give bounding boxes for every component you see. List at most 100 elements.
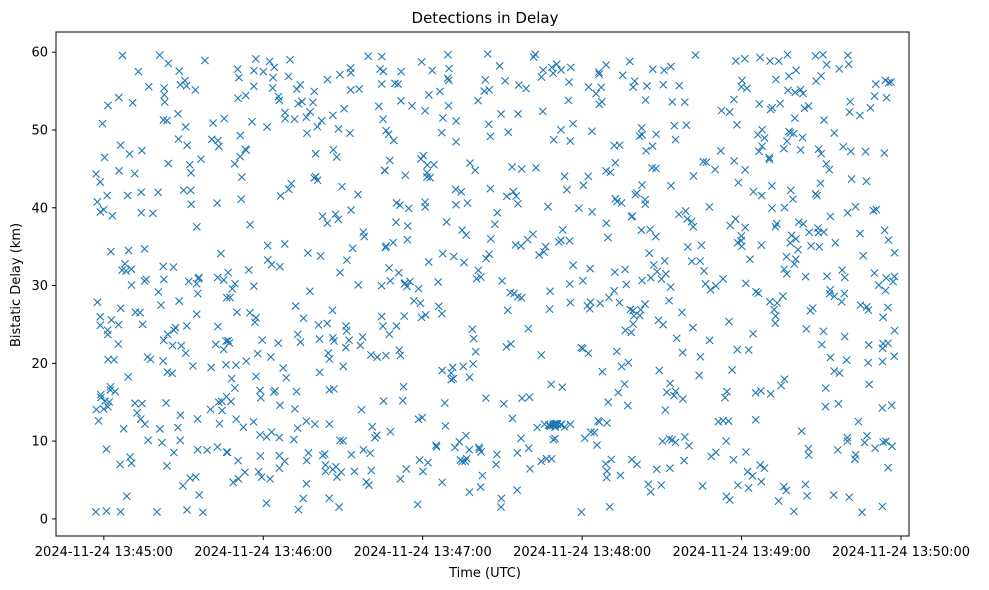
data-point <box>627 328 636 337</box>
data-point <box>143 353 152 362</box>
data-point <box>315 335 324 344</box>
data-point <box>859 251 868 260</box>
data-point <box>845 493 854 502</box>
data-point <box>812 77 821 86</box>
data-point <box>549 135 558 144</box>
data-point <box>234 456 243 465</box>
data-point <box>96 177 105 186</box>
data-point <box>332 152 341 161</box>
data-point <box>382 126 391 135</box>
data-point <box>160 90 169 99</box>
data-point <box>797 427 806 436</box>
data-point <box>890 326 899 335</box>
data-point <box>741 165 750 174</box>
data-point <box>879 313 888 322</box>
data-point <box>367 466 376 475</box>
data-point <box>154 287 163 296</box>
data-point <box>417 57 426 66</box>
data-point <box>103 191 112 200</box>
data-point <box>586 264 595 273</box>
data-point <box>329 145 338 154</box>
data-point <box>323 319 332 328</box>
data-point <box>881 437 890 446</box>
data-point <box>595 70 604 79</box>
data-point <box>782 486 791 495</box>
data-point <box>884 463 893 472</box>
data-point <box>455 437 464 446</box>
data-point <box>364 481 373 490</box>
data-point <box>107 316 116 325</box>
data-point <box>771 75 780 84</box>
data-point <box>357 405 366 414</box>
data-point <box>791 88 800 97</box>
data-point <box>863 431 871 440</box>
data-point <box>668 97 677 106</box>
data-point <box>865 380 874 389</box>
data-point <box>648 163 657 172</box>
data-point <box>155 51 164 60</box>
data-point <box>522 84 531 93</box>
data-point <box>517 434 525 443</box>
data-point <box>659 80 668 89</box>
data-point <box>381 243 390 252</box>
data-point <box>346 68 355 77</box>
data-point <box>293 424 302 433</box>
data-point <box>131 308 140 317</box>
data-point <box>760 464 769 473</box>
data-point <box>871 444 880 453</box>
data-point <box>602 473 611 482</box>
data-point <box>657 275 666 284</box>
data-point <box>206 405 215 414</box>
data-point <box>93 197 102 206</box>
data-point <box>96 312 105 321</box>
x-tick-label: 2024-11-24 13:46:00 <box>194 545 332 560</box>
data-point <box>310 87 319 96</box>
data-point <box>556 125 565 134</box>
data-point <box>231 361 240 370</box>
data-point <box>377 80 386 88</box>
data-point <box>610 286 619 295</box>
data-point <box>438 478 447 487</box>
data-point <box>782 269 791 278</box>
data-point <box>293 330 302 339</box>
data-point <box>691 51 700 60</box>
data-point <box>402 465 411 474</box>
data-point <box>423 458 432 467</box>
data-point <box>680 456 689 465</box>
data-point <box>458 226 467 235</box>
data-point <box>175 297 184 306</box>
data-point <box>689 222 698 231</box>
data-point <box>223 448 232 457</box>
data-point <box>864 306 873 315</box>
data-point <box>176 436 185 445</box>
data-point <box>435 87 444 96</box>
data-point <box>179 186 188 195</box>
data-point <box>869 206 878 215</box>
data-point <box>780 265 789 274</box>
data-point <box>269 73 278 82</box>
data-point <box>680 433 689 441</box>
data-point <box>513 486 522 495</box>
data-point <box>742 447 750 456</box>
data-point <box>254 467 263 476</box>
data-point <box>275 464 284 473</box>
data-point <box>461 431 470 440</box>
data-point <box>462 230 471 239</box>
data-point <box>169 448 178 457</box>
data-point <box>328 306 337 315</box>
data-point <box>364 52 373 61</box>
data-point <box>456 456 465 465</box>
data-point <box>321 461 330 470</box>
plot-frame <box>55 31 910 537</box>
data-point <box>627 455 636 464</box>
data-point <box>878 404 887 413</box>
data-point <box>287 179 296 188</box>
y-tick-label: 30 <box>31 279 48 294</box>
data-point <box>252 372 261 381</box>
data-point <box>237 195 246 204</box>
data-point <box>588 207 597 216</box>
data-point <box>281 114 290 123</box>
data-point <box>356 341 365 350</box>
data-point <box>660 66 669 75</box>
